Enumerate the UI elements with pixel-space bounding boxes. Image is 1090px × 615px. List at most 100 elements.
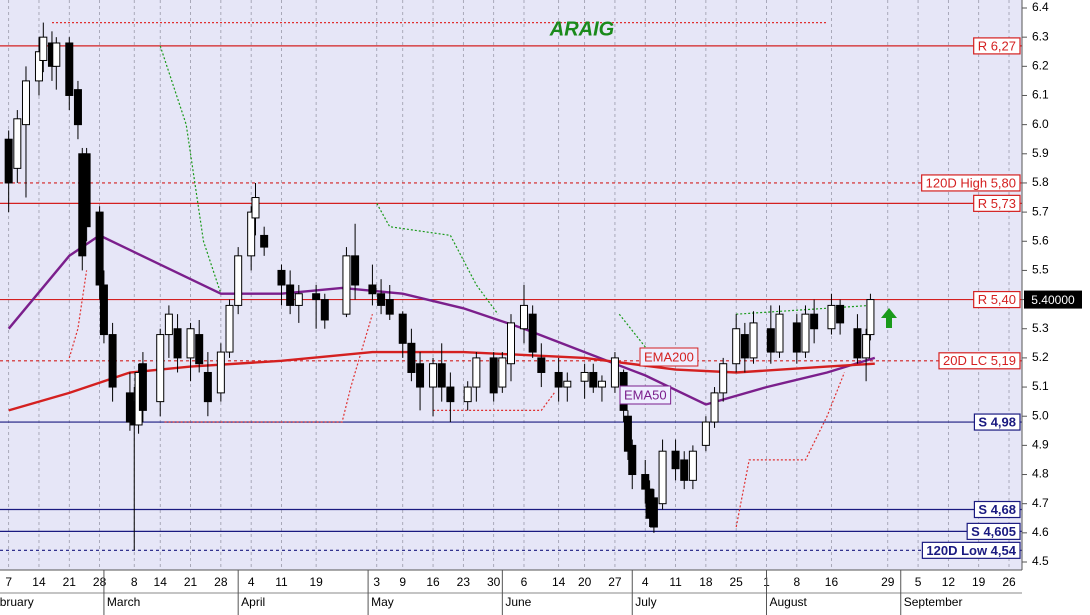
x-tick-label: 14: [32, 575, 46, 589]
candle-body: [429, 363, 438, 388]
candle-body: [554, 371, 563, 388]
x-tick-label: 11: [669, 575, 682, 589]
x-tick-label: 21: [63, 575, 77, 589]
candle-body: [351, 255, 360, 286]
candle-body: [277, 269, 286, 286]
plot-background: [0, 0, 1022, 570]
plot-layer: [0, 0, 1022, 570]
candle-body: [766, 328, 775, 353]
candle-body: [407, 342, 416, 373]
level-label-box: [973, 194, 1021, 212]
y-tick-label: 5.9: [1032, 146, 1049, 160]
candle-body: [216, 351, 225, 394]
x-tick-label: 30: [487, 575, 501, 589]
y-tick-label: 5.0: [1032, 408, 1049, 422]
candle-body: [658, 450, 667, 505]
candle-body: [368, 284, 377, 295]
last-price-box: [1024, 290, 1082, 309]
candle-body: [234, 255, 243, 306]
candle-body: [589, 371, 598, 388]
y-tick-label: 4.8: [1032, 467, 1049, 481]
candle-body: [740, 334, 749, 359]
candle-body: [82, 153, 91, 228]
x-tick-label: 5: [915, 575, 922, 589]
y-tick-label: 4.9: [1032, 438, 1049, 452]
x-tick-label: 4: [642, 575, 649, 589]
candle-body: [108, 334, 117, 388]
candle-body: [472, 357, 481, 388]
y-tick-label: 6.4: [1032, 0, 1049, 14]
series-label: EMA200: [644, 349, 694, 364]
y-tick-label: 5.1: [1032, 379, 1049, 393]
level-label: S 4,605: [971, 524, 1016, 539]
y-tick-label: 6.3: [1032, 29, 1049, 43]
level-label-box: [966, 522, 1021, 540]
y-tick-label: 6.1: [1032, 88, 1049, 102]
candle-body: [260, 234, 269, 248]
candle-body: [377, 293, 386, 306]
candle-body: [537, 357, 546, 373]
level-label-box: [973, 37, 1021, 55]
level-label-box: [973, 413, 1021, 431]
candle-body: [563, 380, 572, 388]
x-tick-label: 28: [214, 575, 228, 589]
candle-body: [649, 497, 658, 528]
candle-body: [95, 211, 104, 286]
candle-body: [463, 386, 472, 403]
x-tick-label: 4: [248, 575, 255, 589]
candle-body: [597, 380, 606, 388]
x-tick-label: 20: [578, 575, 592, 589]
candle-body: [385, 299, 394, 315]
candle-body: [688, 450, 697, 481]
series-label-box: [619, 385, 672, 405]
ema-line: [7, 234, 876, 406]
candle-body: [710, 392, 719, 423]
x-tick-label: 9: [399, 575, 406, 589]
x-tick-label: 23: [457, 575, 471, 589]
candle-body: [320, 299, 329, 321]
candle-body: [437, 363, 446, 388]
candle-body: [52, 42, 61, 67]
month-label: May: [371, 595, 394, 609]
y-tick-label: 6.0: [1032, 117, 1049, 131]
candle-body: [701, 421, 710, 446]
candle-body: [507, 322, 515, 365]
candle-body: [4, 138, 13, 184]
candle-body: [671, 450, 680, 470]
month-label: April: [241, 595, 265, 609]
candle-body: [519, 304, 528, 330]
series-label: EMA50: [624, 387, 667, 402]
level-label: 120D High 5,80: [926, 175, 1016, 190]
level-label: R 5,40: [978, 292, 1016, 307]
chart-title: ARAIG: [549, 18, 614, 40]
candle-body: [13, 118, 22, 169]
candle-body: [489, 357, 498, 394]
level-label: R 5,73: [978, 196, 1016, 211]
month-label: June: [505, 595, 531, 609]
y-tick-label: 6.2: [1032, 58, 1049, 72]
x-tick-label: 8: [131, 575, 138, 589]
candle-body: [680, 459, 689, 481]
level-label-box: [973, 290, 1021, 309]
candle-body: [203, 371, 212, 403]
candle-body: [65, 42, 74, 96]
last-price-label: 5.40000: [1031, 293, 1075, 307]
candle-body: [528, 313, 537, 353]
candle-body: [446, 386, 455, 403]
candle-body: [580, 371, 589, 382]
candle-body: [628, 444, 637, 476]
candle-body: [801, 313, 810, 353]
x-tick-label: 16: [825, 575, 839, 589]
x-tick-label: 12: [942, 575, 956, 589]
candle-body: [732, 328, 741, 365]
x-tick-label: 3: [373, 575, 380, 589]
level-label: R 6,27: [978, 38, 1016, 53]
x-tick-label: 19: [972, 575, 986, 589]
level-label-box: [938, 352, 1021, 370]
x-tick-label: 26: [1002, 575, 1016, 589]
candle-body: [836, 304, 845, 324]
x-tick-label: 16: [426, 575, 440, 589]
level-label: S 4,68: [978, 502, 1016, 517]
